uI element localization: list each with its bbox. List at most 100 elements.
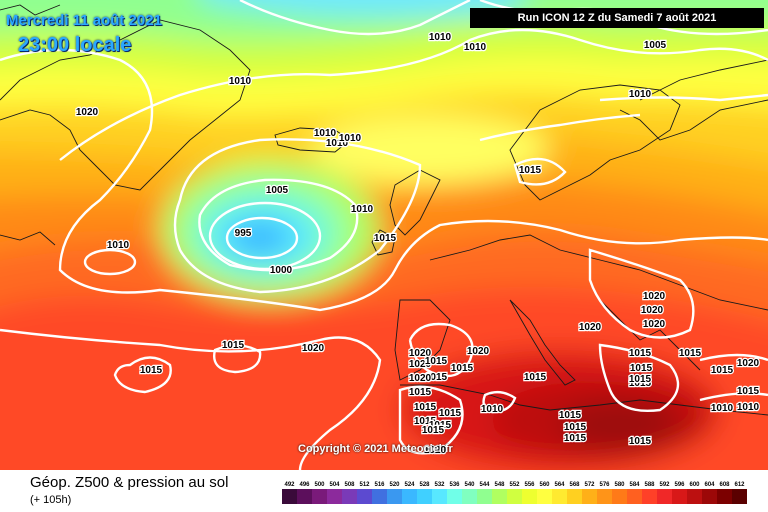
isobar-value-label: 1010 xyxy=(107,240,130,251)
legend-swatch xyxy=(552,489,567,504)
isobar-value-label: 1015 xyxy=(222,340,245,351)
isobar-labels: 1010101010101005101010201010101010101015… xyxy=(75,31,761,458)
isobar-value-label: 1015 xyxy=(414,402,437,413)
isobar-value-label: 1010 xyxy=(326,138,349,149)
forecast-date: Mercredi 11 août 2021 xyxy=(6,12,162,29)
isobar-value-label: 995 xyxy=(235,228,252,239)
legend-swatch xyxy=(357,489,372,504)
isobar-value-label: 1020 xyxy=(643,291,666,302)
copyright-text: Copyright © 2021 Meteociel.fr xyxy=(298,443,453,455)
legend-tick-label: 532 xyxy=(434,482,445,488)
isobar-value-label: 1015 xyxy=(559,410,582,421)
isobar-value-label: 1020 xyxy=(409,348,432,359)
legend-swatch xyxy=(582,489,597,504)
legend-tick-label: 512 xyxy=(359,482,370,488)
isobar-value-label: 1010 xyxy=(339,133,362,144)
isobar-value-label: 1020 xyxy=(737,358,760,369)
legend-tick-label: 564 xyxy=(554,482,565,488)
isobar-value-label: 1015 xyxy=(422,425,445,436)
isobar-value-label: 1015 xyxy=(564,422,587,433)
legend-tick-label: 580 xyxy=(614,482,625,488)
isobar-value-label: 1015 xyxy=(409,387,432,398)
isobar-value-label: 1015 xyxy=(524,372,547,383)
isobar-value-label: 1015 xyxy=(140,365,163,376)
legend-tick-label: 504 xyxy=(329,482,340,488)
legend-tick-label: 600 xyxy=(689,482,700,488)
isobar-value-label: 1005 xyxy=(266,185,289,196)
legend-swatch xyxy=(657,489,672,504)
legend-swatch xyxy=(597,489,612,504)
isobar-value-label: 1015 xyxy=(629,436,652,447)
legend-tick-label: 584 xyxy=(629,482,640,488)
forecast-time: 23:00 locale xyxy=(18,34,132,56)
isobar-value-label: 1010 xyxy=(711,403,734,414)
legend-swatch xyxy=(477,489,492,504)
legend-swatch xyxy=(687,489,702,504)
legend-tick-label: 508 xyxy=(344,482,355,488)
isobar-value-label: 1020 xyxy=(76,107,99,118)
color-scale-legend: 492 496 500 504 508 512 516 520 524 528 532 536 540 5… xyxy=(282,482,747,504)
isobar-value-label: 1015 xyxy=(425,356,448,367)
legend-swatch xyxy=(417,489,432,504)
legend-swatch xyxy=(387,489,402,504)
isobar-value-label: 1015 xyxy=(630,363,653,374)
legend-tick-label: 528 xyxy=(419,482,430,488)
legend-swatch xyxy=(282,489,297,504)
legend-swatch xyxy=(447,489,462,504)
legend-tick-label: 496 xyxy=(299,482,310,488)
isobar-value-label: 1020 xyxy=(643,319,666,330)
legend-tick-label: 568 xyxy=(569,482,580,488)
isobar-value-label: 1020 xyxy=(409,359,432,370)
isobar-value-label: 1020 xyxy=(641,305,664,316)
isobar-value-label: 1015 xyxy=(679,348,702,359)
legend-swatch xyxy=(672,489,687,504)
isobar-value-label: 1010 xyxy=(429,32,452,43)
isobar-value-label: 1015 xyxy=(439,408,462,419)
map-title: Géop. Z500 & pression au sol xyxy=(30,474,229,491)
forecast-offset: (+ 105h) xyxy=(30,494,72,506)
legend-tick-label: 604 xyxy=(704,482,715,488)
legend-tick-label: 612 xyxy=(734,482,745,488)
isobar-value-label: 1005 xyxy=(644,40,667,51)
legend-swatch xyxy=(627,489,642,504)
legend-swatch xyxy=(372,489,387,504)
legend-tick-label: 500 xyxy=(314,482,325,488)
legend-swatch xyxy=(297,489,312,504)
legend-tick-label: 560 xyxy=(539,482,550,488)
geopotential-map: 1010101010101005101010201010101010101015… xyxy=(0,0,768,470)
isobar-value-label: 1015 xyxy=(374,233,397,244)
model-run-label: Run ICON 12 Z du Samedi 7 août 2021 xyxy=(470,8,764,28)
legend-swatch xyxy=(717,489,732,504)
legend-swatch xyxy=(642,489,657,504)
isobar-value-label: 1000 xyxy=(270,265,293,276)
legend-tick-label: 548 xyxy=(494,482,505,488)
isobar-value-label: 1010 xyxy=(351,204,374,215)
isobar-value-label: 1020 xyxy=(302,343,325,354)
legend-swatch xyxy=(522,489,537,504)
legend-tick-label: 520 xyxy=(389,482,400,488)
isobar-value-label: 1020 xyxy=(424,445,447,456)
isobar-value-label: 1010 xyxy=(229,76,252,87)
isobar-value-label: 1015 xyxy=(629,374,652,385)
legend-swatch xyxy=(432,489,447,504)
legend-tick-label: 556 xyxy=(524,482,535,488)
isobar-value-label: 1010 xyxy=(314,128,337,139)
legend-swatch xyxy=(507,489,522,504)
legend-swatch xyxy=(732,489,747,504)
legend-tick-label: 572 xyxy=(584,482,595,488)
isobar-value-label: 1015 xyxy=(451,363,474,374)
legend-swatch xyxy=(702,489,717,504)
legend-tick-label: 576 xyxy=(599,482,610,488)
legend-tick-label: 596 xyxy=(674,482,685,488)
legend-tick-label: 588 xyxy=(644,482,655,488)
coastlines xyxy=(0,4,768,416)
legend-tick-label: 524 xyxy=(404,482,415,488)
legend-swatch xyxy=(342,489,357,504)
legend-tick-label: 516 xyxy=(374,482,385,488)
legend-swatch xyxy=(327,489,342,504)
legend-swatch xyxy=(537,489,552,504)
legend-swatch xyxy=(402,489,417,504)
geopotential-color-field xyxy=(0,0,768,470)
isobar-value-label: 1015 xyxy=(564,433,587,444)
